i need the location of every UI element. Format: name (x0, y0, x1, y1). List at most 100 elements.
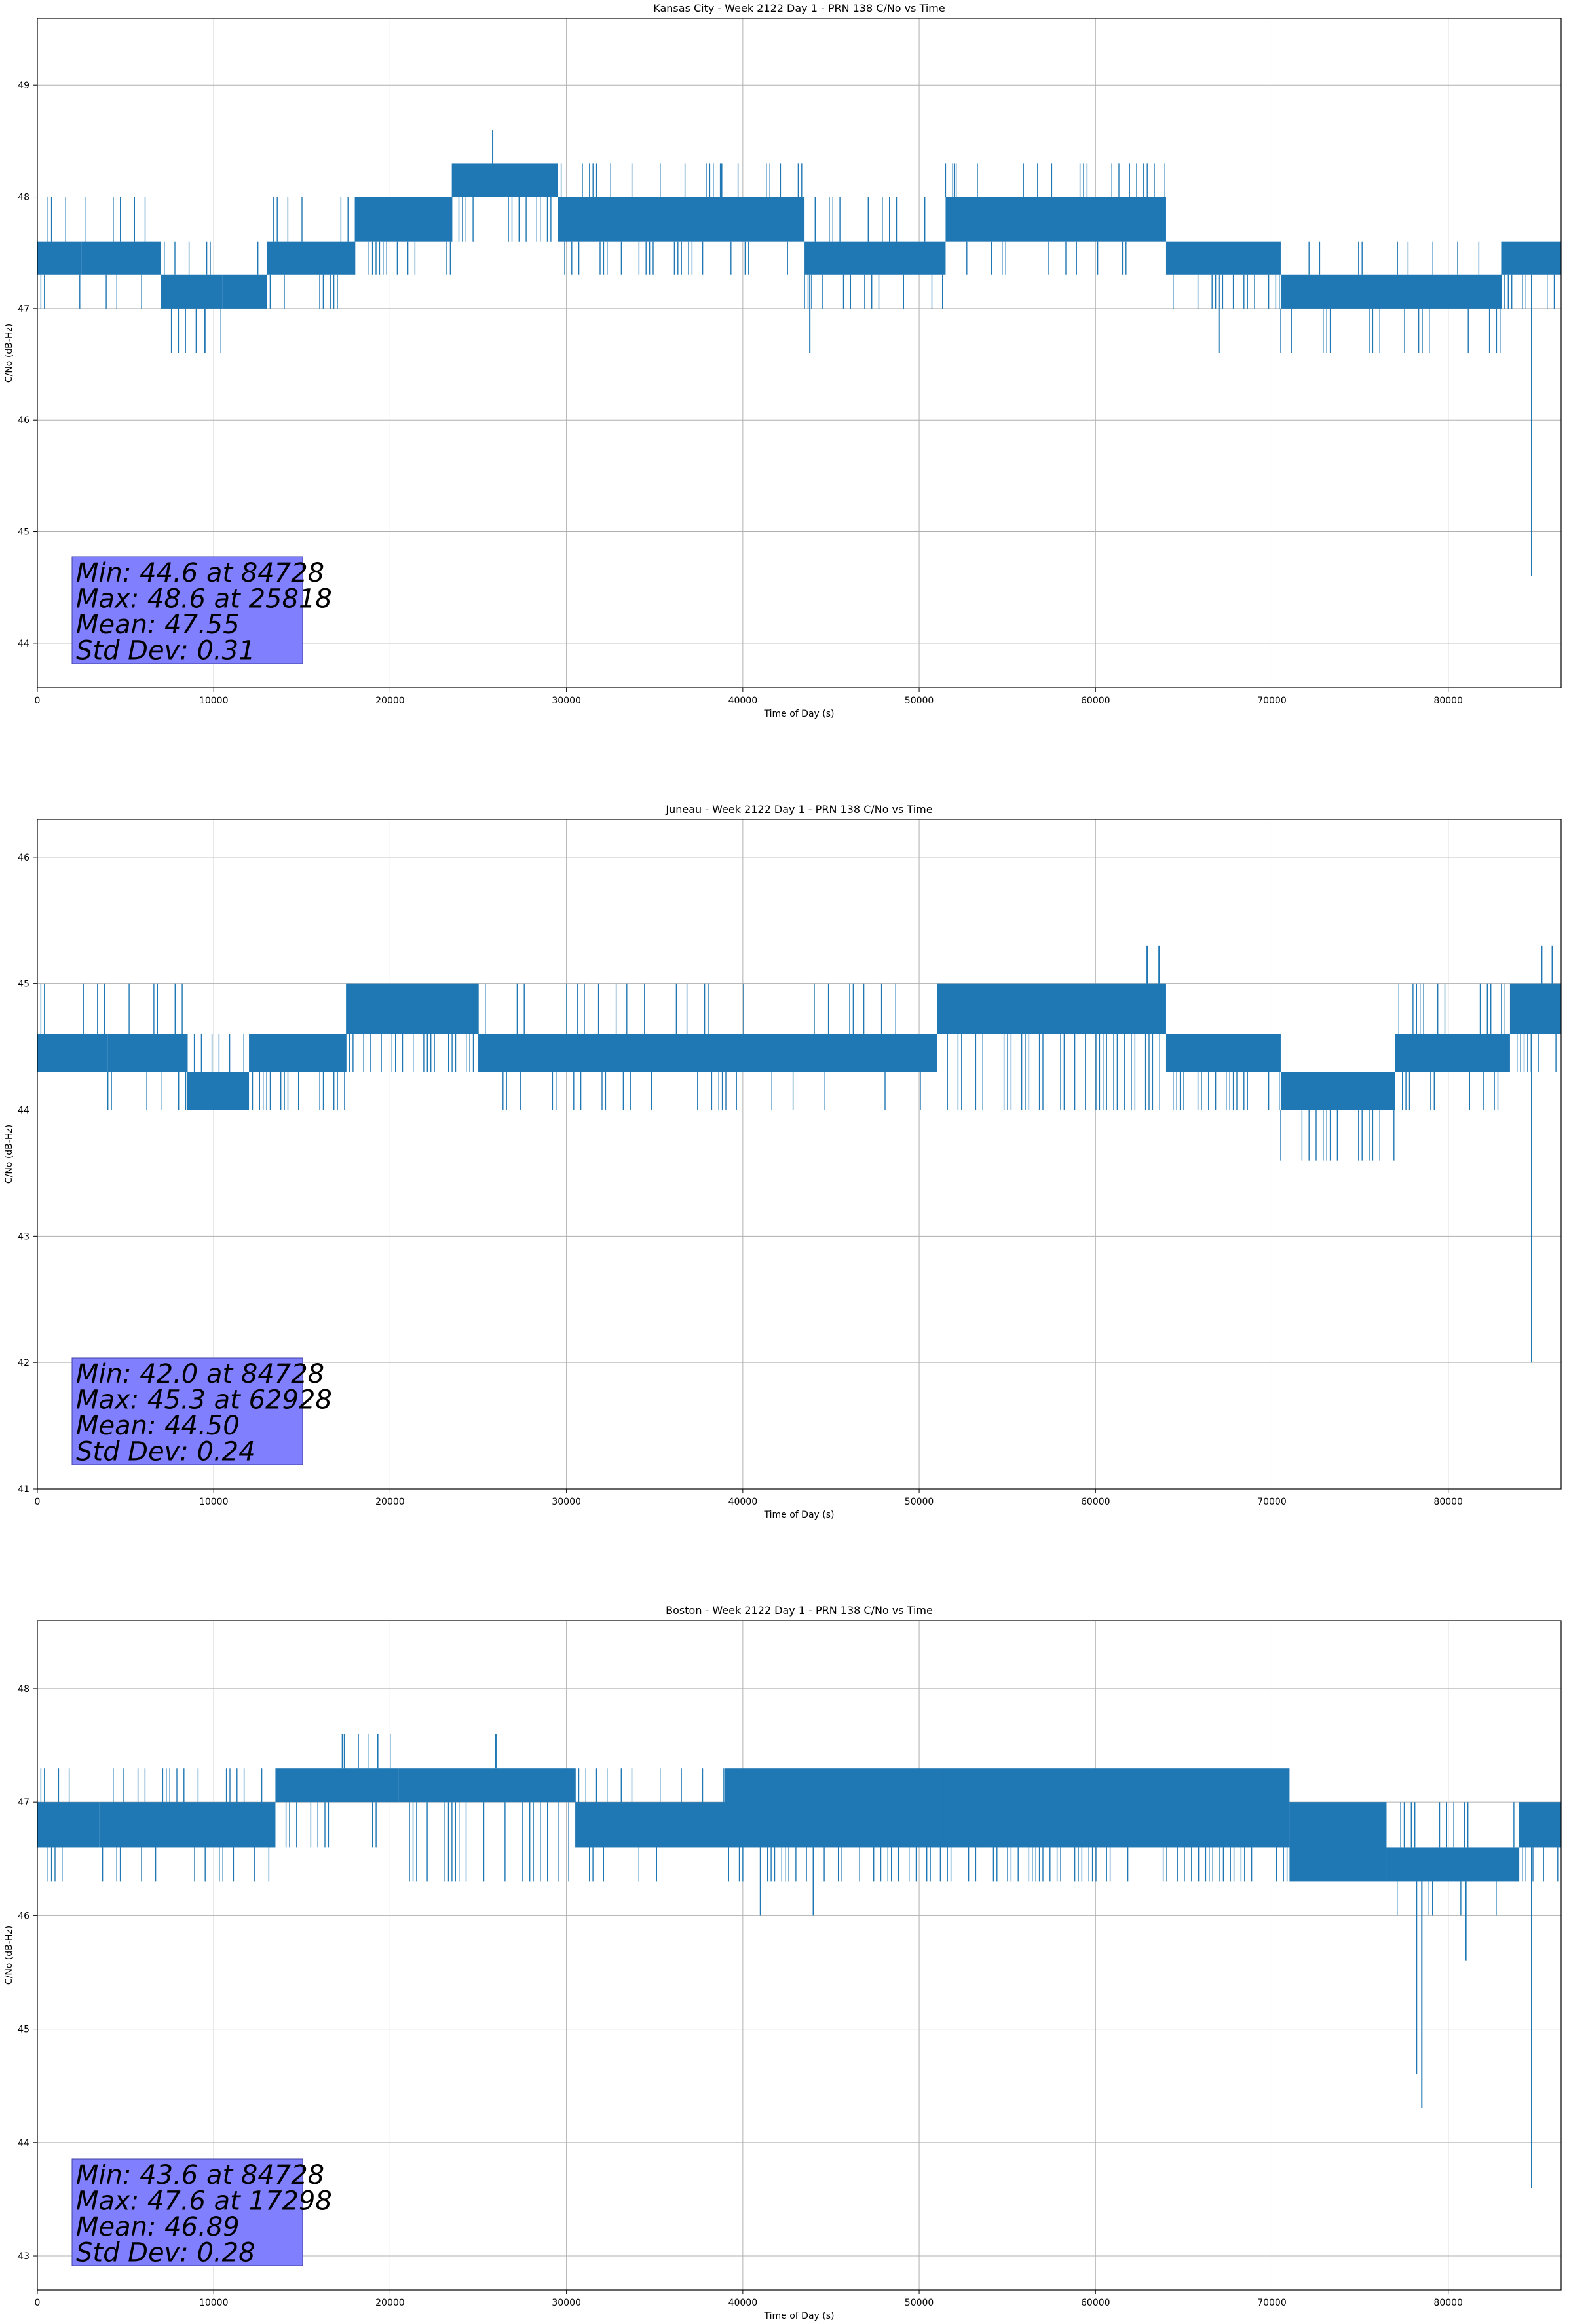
y-tick-label: 47 (18, 304, 29, 314)
x-tick-label: 50000 (905, 696, 934, 706)
y-tick-label: 48 (18, 193, 29, 203)
chart-panel-2: 0 10000 20000 30000 40000 50000 60000 70000 8000… (4, 803, 1562, 1520)
stats-box-background (71, 1357, 303, 1465)
x-tick-label: 80000 (1433, 1497, 1463, 1507)
data-series (37, 130, 1561, 576)
stats-line: Min: 44.6 at 84728 (76, 558, 324, 588)
stats-line: Max: 47.6 at 17298 (76, 2186, 332, 2217)
x-axis-label: Time of Day (s) (764, 2311, 835, 2321)
x-tick-label: 40000 (728, 696, 758, 706)
data-band (37, 241, 82, 275)
x-tick-label: 70000 (1257, 1497, 1287, 1507)
y-tick-label: 46 (18, 1911, 29, 1921)
y-axis-label: C/No (dB-Hz) (4, 1125, 14, 1184)
data-band (187, 1072, 250, 1110)
y-tick-label: 46 (18, 853, 29, 863)
y-tick-label: 44 (18, 2138, 29, 2148)
data-band (161, 274, 223, 309)
x-tick-label: 0 (35, 1497, 41, 1507)
data-band (725, 1768, 937, 1848)
stats-line: Mean: 46.89 (76, 2212, 240, 2242)
x-tick-label: 80000 (1433, 2298, 1463, 2308)
stats-box-background (71, 2158, 303, 2266)
plot-frame (37, 18, 1562, 688)
x-tick-label: 40000 (728, 2298, 758, 2308)
x-tick-label: 10000 (199, 1497, 229, 1507)
data-band (266, 241, 355, 275)
y-tick-label: 47 (18, 1797, 29, 1808)
data-band (37, 1034, 108, 1072)
stats-line: Min: 43.6 at 84728 (76, 2160, 324, 2190)
x-axis-label: Time of Day (s) (764, 1510, 835, 1520)
data-band (1165, 1034, 1281, 1072)
data-band (1165, 241, 1281, 275)
x-axis-label: Time of Day (s) (764, 709, 835, 719)
data-band (1501, 241, 1561, 275)
plot-frame (37, 1620, 1562, 2291)
chart-title: Kansas City - Week 2122 Day 1 - PRN 138 … (653, 2, 945, 14)
x-tick-label: 50000 (905, 1497, 934, 1507)
x-tick-label: 40000 (728, 1497, 758, 1507)
data-band (936, 983, 1166, 1034)
y-tick-label: 44 (18, 639, 29, 649)
data-band (398, 1768, 576, 1803)
x-tick-label: 60000 (1081, 1497, 1110, 1507)
stats-line: Min: 42.0 at 84728 (76, 1359, 324, 1389)
stats-line: Mean: 47.55 (76, 610, 240, 640)
stats-line: Std Dev: 0.31 (76, 636, 255, 666)
x-tick-label: 30000 (552, 696, 581, 706)
x-tick-label: 70000 (1257, 696, 1287, 706)
stats-line: Std Dev: 0.28 (76, 2238, 255, 2268)
data-band (936, 1768, 1290, 1848)
x-tick-label: 20000 (375, 696, 405, 706)
y-tick-label: 41 (18, 1484, 29, 1495)
y-tick-label: 43 (18, 1231, 29, 1242)
chart-panel-1: 0 10000 20000 30000 40000 50000 60000 70000 8000… (4, 2, 1562, 719)
chart-title: Boston - Week 2122 Day 1 - PRN 138 C/No … (666, 1604, 933, 1617)
data-band (945, 197, 1166, 242)
y-tick-label: 45 (18, 979, 29, 990)
data-flicker (40, 983, 1557, 1161)
data-band (1280, 1072, 1395, 1110)
y-tick-label: 48 (18, 1684, 29, 1695)
data-band (354, 197, 452, 242)
stats-line: Mean: 44.50 (76, 1411, 240, 1441)
y-axis-label: C/No (dB-Hz) (4, 324, 14, 383)
data-band (346, 983, 479, 1034)
y-tick-label: 49 (18, 81, 29, 91)
data-band (37, 1802, 100, 1848)
y-tick-label: 46 (18, 415, 29, 426)
x-tick-label: 30000 (552, 2298, 581, 2308)
x-tick-label: 10000 (199, 2298, 229, 2308)
data-band (478, 1034, 937, 1072)
data-band (222, 274, 267, 309)
y-tick-label: 44 (18, 1106, 29, 1116)
x-tick-label: 20000 (375, 1497, 405, 1507)
y-tick-label: 45 (18, 527, 29, 538)
data-band (275, 1768, 337, 1803)
x-tick-label: 70000 (1257, 2298, 1287, 2308)
chart-title: Juneau - Week 2122 Day 1 - PRN 138 C/No … (665, 803, 932, 815)
data-band (99, 1802, 276, 1848)
y-tick-label: 43 (18, 2251, 29, 2262)
stats-box-background (71, 556, 303, 664)
data-series (37, 1734, 1561, 2188)
data-band (575, 1802, 725, 1848)
data-band (1386, 1847, 1519, 1882)
x-tick-label: 60000 (1081, 2298, 1110, 2308)
data-band (1509, 983, 1561, 1034)
chart-panel-3: 0 10000 20000 30000 40000 50000 60000 70000 8000… (4, 1604, 1562, 2321)
data-band (804, 241, 946, 275)
data-band (451, 163, 558, 197)
data-band (107, 1034, 187, 1072)
plot-frame (37, 819, 1562, 1490)
data-band (337, 1768, 399, 1803)
stats-line: Std Dev: 0.24 (76, 1437, 255, 1467)
data-band (1280, 274, 1502, 309)
x-tick-label: 20000 (375, 2298, 405, 2308)
x-tick-label: 50000 (905, 2298, 934, 2308)
y-tick-label: 45 (18, 2025, 29, 2035)
x-tick-label: 80000 (1433, 696, 1463, 706)
